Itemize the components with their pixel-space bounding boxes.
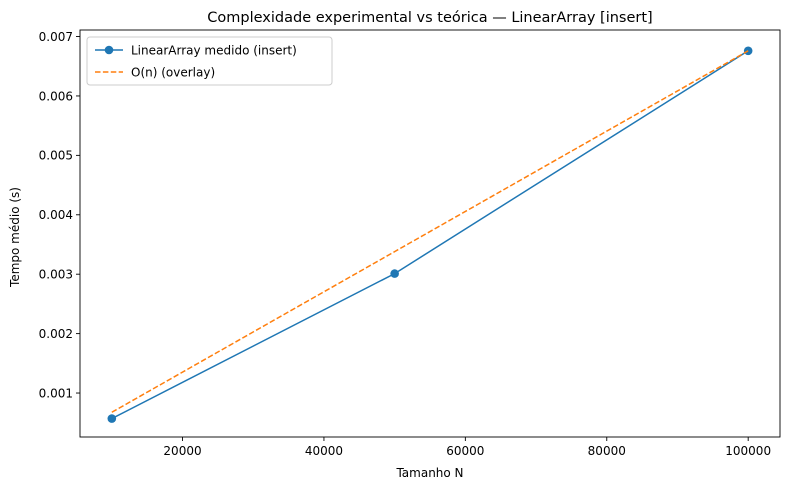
- x-tick-label: 20000: [163, 444, 201, 458]
- x-tick-label: 40000: [305, 444, 343, 458]
- legend-label-1: LinearArray medido (insert): [131, 43, 297, 57]
- chart-title: Complexidade experimental vs teórica — L…: [207, 10, 652, 26]
- series-1-point-1: [107, 414, 117, 423]
- plot-frame: [79, 29, 781, 438]
- y-tick-label: 0.005: [39, 149, 73, 163]
- legend-label-2: O(n) (overlay): [131, 65, 215, 79]
- y-tick-label: 0.001: [39, 386, 73, 400]
- x-tick-label: 60000: [446, 444, 484, 458]
- y-tick-label: 0.002: [39, 327, 73, 341]
- series-line-1: [111, 50, 749, 420]
- series-1-point-3: [743, 46, 753, 56]
- legend-marker-1: [104, 45, 114, 55]
- plot-area: 20000 40000 60000 80000 100000 0.001 0.002 0.00…: [39, 29, 781, 458]
- series-line-2: [111, 50, 749, 413]
- x-axis-title: Tamanho N: [395, 466, 463, 480]
- y-axis-title: Tempo médio (s): [8, 187, 22, 288]
- y-tick-label: 0.007: [39, 30, 73, 44]
- x-tick-label: 100000: [725, 444, 771, 458]
- legend-box: [86, 36, 333, 86]
- series-1-point-2: [390, 269, 399, 278]
- y-tick-label: 0.004: [39, 208, 73, 222]
- legend: LinearArray medido (insert) O(n) (overlay…: [86, 36, 333, 86]
- x-tick-label: 80000: [588, 444, 626, 458]
- y-tick-label: 0.003: [39, 268, 73, 282]
- y-tick-label: 0.006: [39, 89, 73, 103]
